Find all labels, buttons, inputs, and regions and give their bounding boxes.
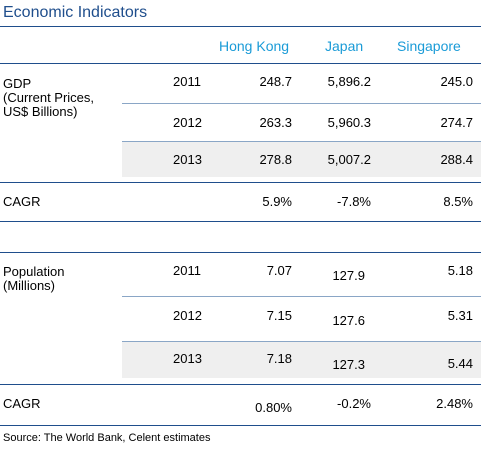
gdp-cagr-label: CAGR	[3, 194, 41, 209]
pop-jp-2012: 127.6	[332, 313, 365, 328]
gdp-sg-2012: 274.7	[440, 115, 473, 130]
pop-hk-2013: 7.18	[266, 351, 292, 366]
row-separator	[122, 103, 481, 104]
row-separator	[122, 296, 481, 297]
gdp-hk-2012: 263.3	[259, 115, 292, 130]
gdp-label-line: US$ Billions)	[3, 104, 78, 119]
pop-year-2011: 2011	[173, 263, 201, 278]
gdp-cagr-hk: 5.9%	[262, 194, 292, 209]
section-rule	[0, 182, 481, 183]
gdp-sg-2011: 245.0	[440, 74, 473, 89]
gdp-jp-2012: 5,960.3	[327, 115, 371, 130]
pop-jp-2013: 127.3	[332, 357, 365, 372]
section-rule	[0, 221, 481, 222]
pop-cagr-sg: 2.48%	[436, 396, 473, 411]
gdp-year-2011: 2011	[173, 74, 201, 89]
pop-sg-2012: 5.31	[447, 308, 473, 323]
bottom-rule	[0, 425, 481, 426]
gdp-jp-2011: 5,896.2	[327, 74, 371, 89]
gdp-hk-2013: 278.8	[259, 152, 292, 167]
pop-hk-2011: 7.07	[266, 263, 292, 278]
source-note: Source: The World Bank, Celent estimates	[3, 432, 211, 444]
pop-cagr-hk: 0.80%	[255, 400, 292, 415]
section-rule	[0, 384, 481, 385]
gdp-jp-2013: 5,007.2	[327, 152, 371, 167]
shaded-row	[122, 141, 481, 177]
gdp-label-line: GDP	[3, 76, 32, 91]
pop-jp-2011: 127.9	[332, 268, 365, 283]
section-rule	[0, 252, 481, 253]
pop-year-2012: 2012	[173, 308, 202, 323]
gdp-sg-2013: 288.4	[440, 152, 473, 167]
gdp-label-line: (Current Prices,	[3, 90, 95, 105]
pop-year-2013: 2013	[173, 351, 202, 366]
population-label-line: (Millions)	[3, 278, 55, 293]
title-rule	[0, 26, 481, 27]
gdp-cagr-jp: -7.8%	[337, 194, 371, 209]
row-separator	[122, 341, 481, 342]
pop-sg-2011: 5.18	[447, 263, 473, 278]
pop-cagr-jp: -0.2%	[337, 396, 371, 411]
column-header-japan: Japan	[325, 38, 364, 54]
pop-sg-2013: 5.44	[447, 356, 473, 371]
page-title: Economic Indicators	[3, 4, 148, 21]
header-rule	[0, 63, 481, 64]
column-header-singapore: Singapore	[397, 38, 461, 54]
pop-cagr-label: CAGR	[3, 396, 41, 411]
column-header-hong-kong: Hong Kong	[219, 38, 290, 54]
gdp-cagr-sg: 8.5%	[443, 194, 473, 209]
gdp-year-2013: 2013	[173, 152, 202, 167]
shaded-row	[122, 341, 481, 378]
gdp-label: GDP (Current Prices, US$ Billions)	[3, 77, 94, 119]
pop-hk-2012: 7.15	[266, 308, 292, 323]
population-label-line: Population	[3, 264, 65, 279]
gdp-hk-2011: 248.7	[259, 74, 292, 89]
population-label: Population (Millions)	[3, 265, 64, 293]
row-separator	[122, 141, 481, 142]
gdp-year-2012: 2012	[173, 115, 202, 130]
